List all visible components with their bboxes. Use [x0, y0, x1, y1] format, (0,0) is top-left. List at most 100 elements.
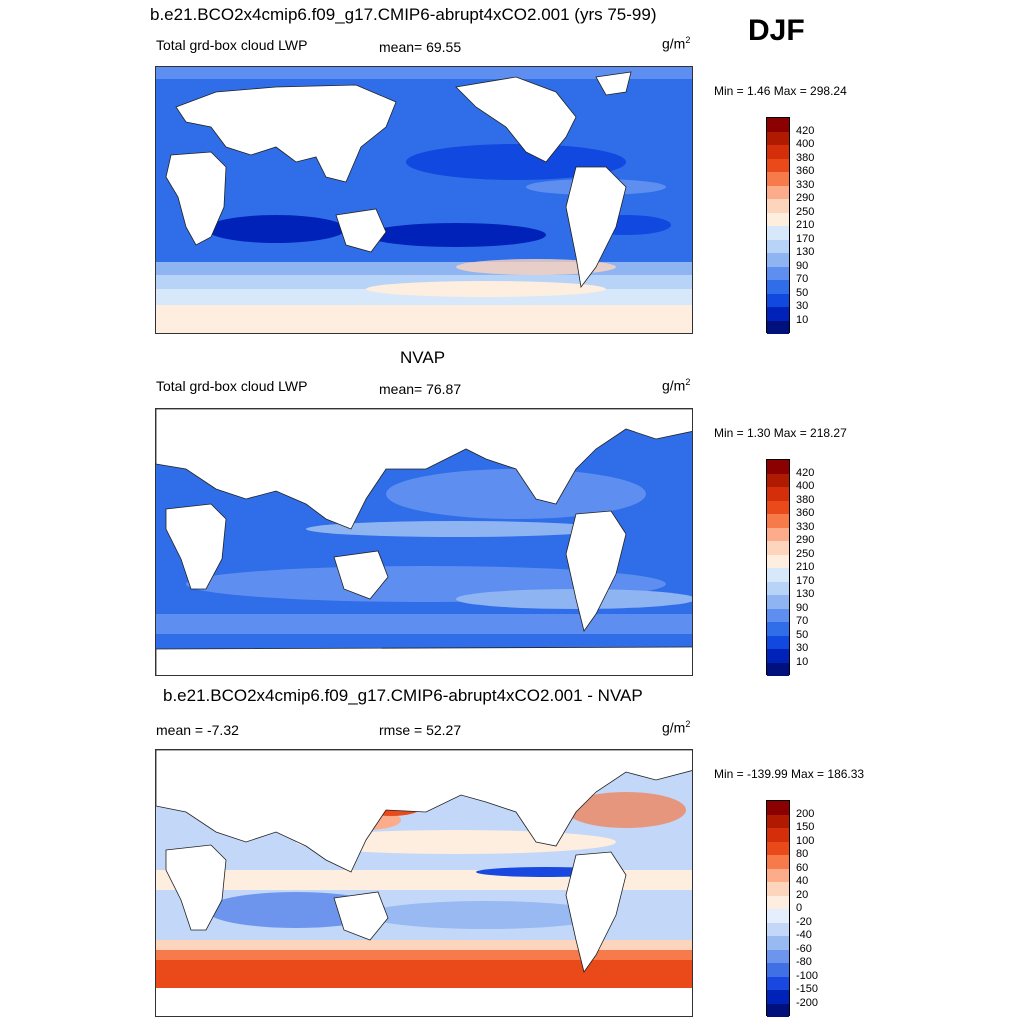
colorbar-tick-label: -200: [796, 996, 819, 1009]
panel1-minmax: Min = 1.46 Max = 298.24: [714, 84, 847, 98]
season-label: DJF: [748, 14, 805, 47]
colorbar-swatch: [767, 266, 789, 280]
colorbar-tick-label: 10: [796, 655, 809, 668]
panel1-colorbar: [766, 117, 790, 334]
panel2-title: NVAP: [400, 348, 446, 367]
colorbar-swatch: [767, 131, 789, 145]
colorbar-swatch: [767, 868, 789, 882]
colorbar-swatch: [767, 212, 789, 226]
panel2-variable-label: Total grd-box cloud LWP: [156, 378, 308, 394]
colorbar-tick-label: 10: [796, 313, 809, 326]
colorbar-swatch: [767, 622, 789, 636]
panel2-nvap-lwp-map: [155, 408, 693, 676]
colorbar-swatch: [767, 473, 789, 487]
colorbar-tick-label: -60: [796, 942, 812, 955]
colorbar-swatch: [767, 199, 789, 213]
panel2-units: g/m2: [662, 377, 691, 394]
panel3-colorbar: [766, 800, 790, 1017]
colorbar-tick-label: 30: [796, 642, 809, 654]
panel3-title: b.e21.BCO2x4cmip6.f09_g17.CMIP6-abrupt4x…: [163, 686, 643, 705]
colorbar-swatch: [767, 293, 789, 307]
colorbar-swatch: [767, 990, 789, 1004]
colorbar-tick-label: 20: [796, 888, 809, 901]
colorbar-tick-label: 400: [796, 480, 815, 492]
colorbar-swatch: [767, 841, 789, 855]
colorbar-swatch: [767, 172, 789, 186]
panel1-variable-label: Total grd-box cloud LWP: [156, 37, 308, 53]
colorbar-swatch: [767, 460, 789, 474]
colorbar-swatch: [767, 280, 789, 294]
colorbar-tick-label: 0: [796, 902, 803, 914]
panel2-mean-label: mean= 76.87: [379, 381, 462, 397]
colorbar-swatch: [767, 226, 789, 240]
colorbar-swatch: [767, 239, 789, 253]
colorbar-tick-label: 170: [796, 574, 815, 587]
colorbar-tick-label: 130: [796, 246, 815, 258]
colorbar-swatch: [767, 514, 789, 528]
colorbar-tick-label: 420: [796, 124, 815, 137]
colorbar-swatch: [767, 801, 789, 815]
colorbar-swatch: [767, 608, 789, 622]
colorbar-swatch: [767, 936, 789, 950]
colorbar-tick-label: 200: [796, 807, 815, 820]
colorbar-tick-label: 30: [796, 300, 809, 312]
panel1-model-lwp-map: [155, 66, 693, 334]
colorbar-tick-label: 330: [796, 178, 815, 191]
colorbar-tick-label: 290: [796, 534, 815, 546]
colorbar-tick-label: 330: [796, 520, 815, 533]
colorbar-swatch: [767, 554, 789, 568]
colorbar-tick-label: 250: [796, 205, 815, 218]
colorbar-tick-label: -40: [796, 929, 812, 941]
colorbar-tick-label: 80: [796, 848, 809, 860]
colorbar-tick-label: 380: [796, 151, 815, 164]
colorbar-tick-label: 400: [796, 138, 815, 150]
panel1-mean-label: mean= 69.55: [379, 39, 462, 55]
colorbar-swatch: [767, 649, 789, 663]
colorbar-tick-label: 130: [796, 588, 815, 600]
colorbar-tick-label: 250: [796, 547, 815, 560]
colorbar-swatch: [767, 185, 789, 199]
colorbar-swatch: [767, 145, 789, 159]
colorbar-tick-label: 420: [796, 466, 815, 479]
colorbar-swatch: [767, 909, 789, 923]
colorbar-tick-label: -100: [796, 969, 819, 982]
panel2-minmax: Min = 1.30 Max = 218.27: [714, 426, 847, 440]
colorbar-swatch: [767, 527, 789, 541]
colorbar-tick-label: -80: [796, 956, 812, 968]
colorbar-swatch: [767, 158, 789, 172]
colorbar-swatch: [767, 882, 789, 896]
colorbar-swatch: [767, 922, 789, 936]
colorbar-tick-label: 210: [796, 219, 815, 231]
colorbar-tick-label: -20: [796, 915, 812, 928]
colorbar-tick-label: 90: [796, 601, 809, 614]
panel2-colorbar: [766, 459, 790, 676]
panel1-title: b.e21.BCO2x4cmip6.f09_g17.CMIP6-abrupt4x…: [150, 5, 657, 24]
colorbar-swatch: [767, 253, 789, 267]
colorbar-tick-label: 360: [796, 165, 815, 177]
colorbar-tick-label: 70: [796, 273, 809, 285]
colorbar-swatch: [767, 595, 789, 609]
colorbar-swatch: [767, 949, 789, 963]
colorbar-swatch: [767, 500, 789, 514]
panel3-rmse-label: rmse = 52.27: [379, 722, 462, 738]
colorbar-tick-label: 70: [796, 615, 809, 627]
colorbar-tick-label: 40: [796, 875, 809, 887]
colorbar-tick-label: 290: [796, 192, 815, 204]
colorbar-swatch: [767, 828, 789, 842]
colorbar-swatch: [767, 814, 789, 828]
colorbar-tick-label: 170: [796, 232, 815, 245]
colorbar-tick-label: 210: [796, 561, 815, 573]
colorbar-swatch: [767, 963, 789, 977]
colorbar-tick-label: 150: [796, 821, 815, 833]
panel1-units: g/m2: [662, 35, 691, 52]
colorbar-swatch: [767, 541, 789, 555]
colorbar-swatch: [767, 1003, 789, 1017]
colorbar-swatch: [767, 635, 789, 649]
colorbar-swatch: [767, 118, 789, 132]
colorbar-swatch: [767, 855, 789, 869]
colorbar-tick-label: -150: [796, 983, 819, 995]
panel3-units: g/m2: [662, 719, 691, 736]
colorbar-tick-label: 380: [796, 493, 815, 506]
colorbar-swatch: [767, 976, 789, 990]
colorbar-swatch: [767, 320, 789, 334]
